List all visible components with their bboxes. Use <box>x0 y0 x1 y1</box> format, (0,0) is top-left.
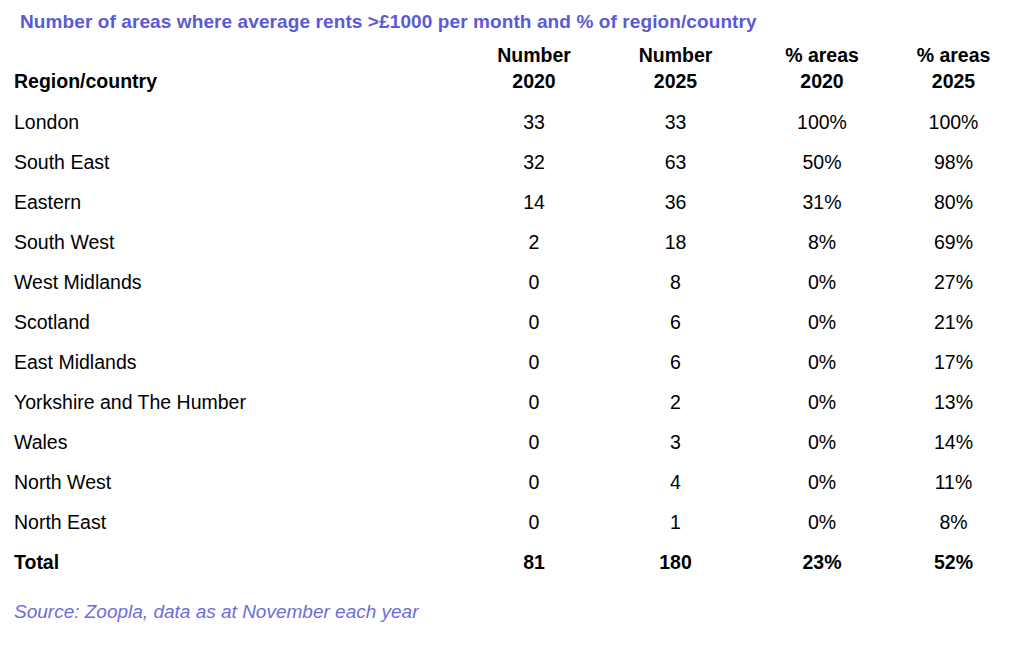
pct-2020-cell: 0% <box>747 462 897 502</box>
pct-2020-cell: 0% <box>747 422 897 462</box>
number-2025-cell: 33 <box>604 102 747 142</box>
header-line: 2020 <box>800 70 843 92</box>
table-row: North East 0 1 0% 8% <box>12 502 1010 542</box>
region-cell: South East <box>12 142 464 182</box>
header-line: Number <box>639 44 713 66</box>
number-2020-cell: 2 <box>464 222 604 262</box>
table-row: Scotland 0 6 0% 21% <box>12 302 1010 342</box>
pct-2020-cell: 23% <box>747 542 897 582</box>
table-row: West Midlands 0 8 0% 27% <box>12 262 1010 302</box>
header-line: Number <box>497 44 571 66</box>
number-2020-cell: 0 <box>464 502 604 542</box>
region-cell: East Midlands <box>12 342 464 382</box>
number-2025-cell: 6 <box>604 342 747 382</box>
number-2020-cell: 33 <box>464 102 604 142</box>
table-row: North West 0 4 0% 11% <box>12 462 1010 502</box>
table-row-total: Total 81 180 23% 52% <box>12 542 1010 582</box>
number-2020-cell: 14 <box>464 182 604 222</box>
pct-2025-cell: 13% <box>897 382 1010 422</box>
pct-2025-cell: 27% <box>897 262 1010 302</box>
region-cell: Eastern <box>12 182 464 222</box>
region-cell: North East <box>12 502 464 542</box>
number-2025-cell: 1 <box>604 502 747 542</box>
number-2025-cell: 4 <box>604 462 747 502</box>
region-cell: North West <box>12 462 464 502</box>
column-header-pct-2020: % areas 2020 <box>747 38 897 102</box>
table-row: Wales 0 3 0% 14% <box>12 422 1010 462</box>
pct-2025-cell: 21% <box>897 302 1010 342</box>
header-line: % areas <box>917 44 991 66</box>
pct-2020-cell: 0% <box>747 382 897 422</box>
region-cell: South West <box>12 222 464 262</box>
table-header: Region/country Number 2020 Number 2025 %… <box>12 38 1010 102</box>
region-cell: London <box>12 102 464 142</box>
number-2025-cell: 36 <box>604 182 747 222</box>
pct-2020-cell: 0% <box>747 262 897 302</box>
number-2020-cell: 0 <box>464 462 604 502</box>
page-title: Number of areas where average rents >£10… <box>20 10 1010 34</box>
header-line: % areas <box>785 44 859 66</box>
number-2025-cell: 18 <box>604 222 747 262</box>
pct-2020-cell: 0% <box>747 302 897 342</box>
pct-2020-cell: 8% <box>747 222 897 262</box>
number-2025-cell: 180 <box>604 542 747 582</box>
pct-2025-cell: 11% <box>897 462 1010 502</box>
number-2025-cell: 2 <box>604 382 747 422</box>
number-2020-cell: 81 <box>464 542 604 582</box>
pct-2020-cell: 0% <box>747 502 897 542</box>
number-2020-cell: 0 <box>464 342 604 382</box>
region-cell: Wales <box>12 422 464 462</box>
header-row: Region/country Number 2020 Number 2025 %… <box>12 38 1010 102</box>
number-2025-cell: 63 <box>604 142 747 182</box>
number-2020-cell: 32 <box>464 142 604 182</box>
table-row: Yorkshire and The Humber 0 2 0% 13% <box>12 382 1010 422</box>
header-line: 2025 <box>654 70 697 92</box>
table-body: London 33 33 100% 100% South East 32 63 … <box>12 102 1010 582</box>
table-row: Eastern 14 36 31% 80% <box>12 182 1010 222</box>
pct-2025-cell: 100% <box>897 102 1010 142</box>
table-row: South East 32 63 50% 98% <box>12 142 1010 182</box>
pct-2025-cell: 8% <box>897 502 1010 542</box>
pct-2025-cell: 14% <box>897 422 1010 462</box>
column-header-pct-2025: % areas 2025 <box>897 38 1010 102</box>
page: Number of areas where average rents >£10… <box>0 0 1024 645</box>
number-2020-cell: 0 <box>464 302 604 342</box>
region-cell: Scotland <box>12 302 464 342</box>
pct-2020-cell: 100% <box>747 102 897 142</box>
table-row: East Midlands 0 6 0% 17% <box>12 342 1010 382</box>
table-row: South West 2 18 8% 69% <box>12 222 1010 262</box>
column-header-number-2025: Number 2025 <box>604 38 747 102</box>
number-2025-cell: 3 <box>604 422 747 462</box>
pct-2025-cell: 17% <box>897 342 1010 382</box>
pct-2025-cell: 80% <box>897 182 1010 222</box>
region-cell: Total <box>12 542 464 582</box>
source-note: Source: Zoopla, data as at November each… <box>14 600 1010 624</box>
number-2025-cell: 6 <box>604 302 747 342</box>
rents-table: Region/country Number 2020 Number 2025 %… <box>12 38 1010 582</box>
pct-2020-cell: 0% <box>747 342 897 382</box>
number-2020-cell: 0 <box>464 422 604 462</box>
region-cell: Yorkshire and The Humber <box>12 382 464 422</box>
header-line: 2025 <box>932 70 975 92</box>
column-header-number-2020: Number 2020 <box>464 38 604 102</box>
region-cell: West Midlands <box>12 262 464 302</box>
number-2020-cell: 0 <box>464 382 604 422</box>
pct-2025-cell: 69% <box>897 222 1010 262</box>
number-2020-cell: 0 <box>464 262 604 302</box>
header-line: 2020 <box>512 70 555 92</box>
pct-2025-cell: 52% <box>897 542 1010 582</box>
number-2025-cell: 8 <box>604 262 747 302</box>
table-row: London 33 33 100% 100% <box>12 102 1010 142</box>
pct-2020-cell: 50% <box>747 142 897 182</box>
pct-2025-cell: 98% <box>897 142 1010 182</box>
column-header-region: Region/country <box>12 38 464 102</box>
pct-2020-cell: 31% <box>747 182 897 222</box>
